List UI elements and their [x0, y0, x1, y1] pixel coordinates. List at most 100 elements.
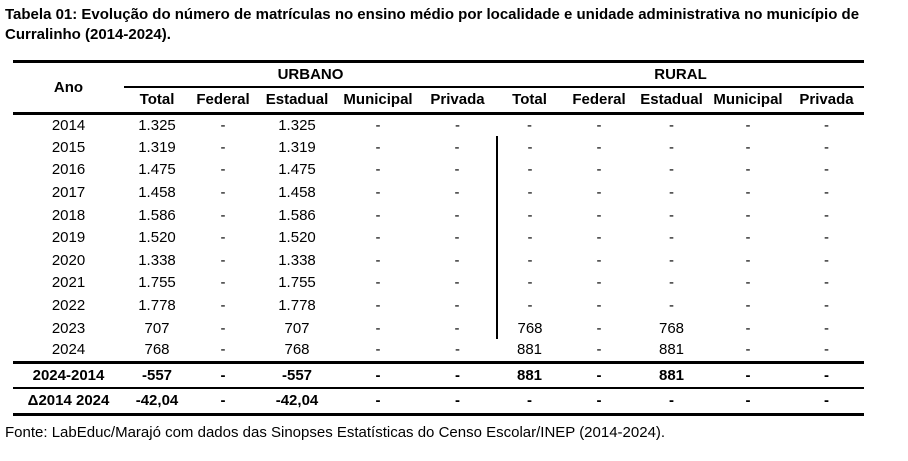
value-cell: -: [455, 341, 460, 359]
year-cell: 2021: [51, 274, 86, 292]
value-cell: -: [669, 229, 674, 247]
table-row: 2016 1.475 - 1.475 - - - - - - -: [13, 158, 864, 182]
value-cell: -: [375, 229, 381, 247]
value-cell: -557: [141, 366, 173, 384]
value-cell: 1.325: [278, 117, 316, 135]
value-cell: -: [745, 392, 751, 410]
year-cell: 2020: [51, 251, 86, 269]
value-cell: 881: [516, 366, 543, 384]
table-row: 2020 1.338 - 1.338 - - - - - - -: [13, 249, 864, 272]
value-cell: -: [669, 251, 674, 269]
value-cell: -: [596, 366, 602, 384]
value-cell: -: [454, 206, 460, 224]
table-row: 2017 1.458 - 1.458 - - - - - - -: [13, 181, 864, 204]
value-cell: 881: [658, 341, 685, 359]
document-page: Tabela 01: Evolução do número de matrícu…: [0, 5, 908, 461]
value-cell: -: [496, 249, 562, 272]
value-cell: 1.338: [138, 251, 176, 269]
value-cell: 1.755: [138, 274, 176, 292]
value-cell: -: [745, 297, 751, 315]
column-header-rural-municipal: Municipal: [707, 86, 789, 115]
value-cell: -: [596, 184, 602, 202]
value-cell: -: [496, 203, 562, 227]
value-cell: -: [375, 184, 381, 202]
value-cell: -: [824, 229, 829, 247]
sub-header-row: Total Federal Estadual Municipal Privada…: [13, 86, 865, 115]
column-header-rural-federal: Federal: [562, 86, 636, 115]
table-title: Tabela 01: Evolução do número de matrícu…: [5, 6, 860, 43]
value-cell: -: [220, 206, 226, 224]
table-row: 2014 1.325 - 1.325 - - - - - - -: [13, 114, 864, 137]
value-cell: -: [220, 161, 226, 179]
value-cell: 1.458: [138, 184, 176, 202]
table-source: Fonte: LabEduc/Marajó com dados das Sino…: [5, 423, 666, 441]
value-cell: -: [220, 366, 226, 384]
value-cell: -: [824, 319, 829, 337]
value-cell: -: [596, 392, 602, 410]
column-header-urbano-federal: Federal: [190, 86, 256, 115]
value-cell: 1.319: [138, 138, 176, 156]
value-cell: 1.458: [278, 184, 316, 202]
table-row: 2019 1.520 - 1.520 - - - - - - -: [13, 226, 864, 250]
value-cell: -: [669, 274, 674, 292]
value-cell: -: [220, 251, 226, 269]
value-cell: -: [824, 117, 829, 135]
value-cell: -: [669, 138, 674, 156]
value-cell: -: [596, 161, 602, 179]
value-cell: 1.475: [278, 161, 316, 179]
value-cell: -: [669, 184, 674, 202]
value-cell: -: [745, 366, 751, 384]
value-cell: -: [824, 392, 829, 410]
column-header-urbano-privada: Privada: [418, 86, 497, 115]
value-cell: 768: [144, 341, 170, 359]
value-cell: -: [745, 341, 751, 359]
value-cell: 881: [516, 341, 543, 359]
value-cell: -: [596, 319, 602, 337]
value-cell: -: [596, 206, 602, 224]
value-cell: -: [220, 138, 226, 156]
value-cell: -: [220, 229, 226, 247]
column-header-urbano-total: Total: [124, 86, 190, 115]
value-cell: -: [375, 161, 381, 179]
year-cell: 2018: [51, 206, 86, 224]
value-cell: -: [455, 392, 460, 410]
year-cell: 2015: [51, 138, 86, 156]
year-cell: 2023: [51, 319, 86, 337]
value-cell: 1.520: [278, 229, 316, 247]
column-header-rural-estadual: Estadual: [636, 86, 707, 115]
table-header: Ano URBANO RURAL Total Federal Estadual …: [13, 61, 865, 115]
value-cell: -42,04: [135, 392, 179, 410]
value-cell: -: [596, 341, 602, 359]
value-cell: -: [375, 366, 381, 384]
value-cell: 1.319: [278, 138, 316, 156]
value-cell: -: [745, 117, 751, 135]
value-cell: -: [220, 341, 226, 359]
value-cell: -: [824, 297, 829, 315]
value-cell: 1.778: [278, 297, 316, 315]
summary-row: Δ2014 2024 -42,04 - -42,04 - - - - - - -: [13, 388, 865, 415]
value-cell: -: [745, 229, 751, 247]
value-cell: -: [596, 138, 602, 156]
value-cell: -: [745, 319, 751, 337]
value-cell: -: [745, 161, 751, 179]
value-cell: -: [496, 158, 562, 182]
value-cell: -: [669, 117, 674, 135]
value-cell: -: [455, 117, 460, 135]
value-cell: -: [220, 117, 226, 135]
group-header-row: Ano URBANO RURAL: [13, 61, 865, 115]
value-cell: -: [454, 161, 460, 179]
value-cell: -: [824, 184, 829, 202]
value-cell: -: [596, 117, 602, 135]
value-cell: -: [220, 392, 226, 410]
value-cell: -: [824, 161, 829, 179]
value-cell: -: [375, 297, 381, 315]
table-data-body: 2014 1.325 - 1.325 - - - - - - - 2015 1.319 - 1.319 - - -…: [13, 114, 865, 363]
value-cell: -: [454, 138, 460, 156]
summary-row: 2024-2014 -557 - -557 - - 881 - 881 - -: [13, 362, 865, 389]
column-header-urbano-estadual: Estadual: [256, 86, 338, 115]
table-row: 2015 1.319 - 1.319 - - - - - - -: [13, 136, 864, 159]
value-cell: -: [745, 138, 751, 156]
value-cell: -: [220, 319, 226, 337]
value-cell: -: [454, 184, 460, 202]
value-cell: 881: [658, 366, 685, 384]
